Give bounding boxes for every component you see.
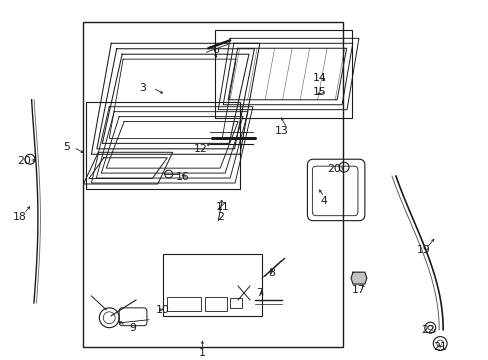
Bar [230, 298, 242, 308]
Text: 22: 22 [421, 325, 434, 335]
Text: 6: 6 [211, 45, 218, 55]
Text: 14: 14 [312, 73, 325, 83]
Text: 20: 20 [17, 156, 31, 166]
Text: 2: 2 [216, 212, 223, 222]
Text: 8: 8 [268, 268, 275, 278]
Bar [86, 102, 240, 189]
Bar [166, 297, 201, 311]
Text: 7: 7 [256, 288, 263, 298]
Text: 19: 19 [416, 246, 429, 255]
Text: 21: 21 [432, 342, 446, 352]
Text: 1: 1 [199, 348, 205, 359]
Text: 13: 13 [274, 126, 288, 136]
Text: 5: 5 [63, 142, 70, 152]
Text: 17: 17 [351, 285, 365, 295]
Text: 11: 11 [215, 202, 228, 212]
Text: 10: 10 [156, 305, 169, 315]
Text: 9: 9 [129, 323, 136, 333]
Text: 20: 20 [326, 164, 341, 174]
Bar [83, 22, 343, 347]
Text: 4: 4 [320, 196, 327, 206]
Text: 15: 15 [312, 87, 325, 97]
Text: 3: 3 [139, 83, 146, 93]
Polygon shape [350, 272, 366, 284]
Text: 12: 12 [193, 144, 207, 154]
Bar [163, 255, 261, 316]
Text: 16: 16 [175, 172, 189, 182]
Bar [215, 30, 351, 118]
Text: 18: 18 [13, 212, 27, 222]
Bar [205, 297, 227, 311]
